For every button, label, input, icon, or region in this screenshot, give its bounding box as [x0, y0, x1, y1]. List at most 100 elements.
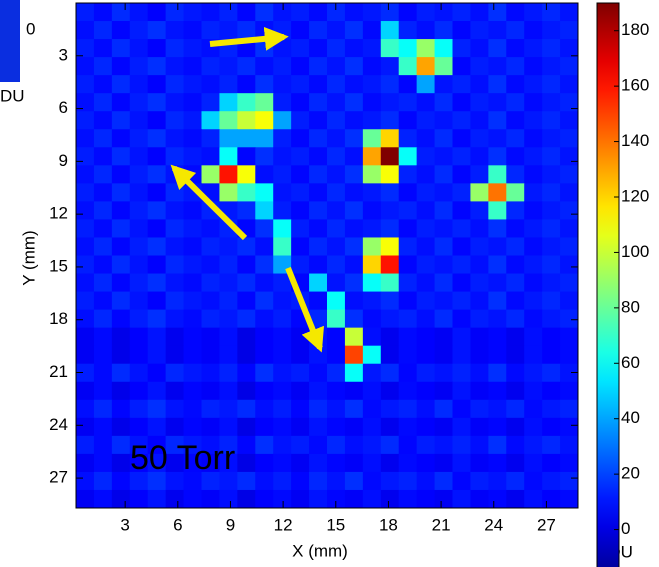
heatmap-cell [291, 183, 309, 202]
heatmap-cell [237, 93, 255, 112]
heatmap-cell [184, 346, 202, 365]
heatmap-cell [112, 256, 130, 275]
heatmap-cell [453, 382, 471, 401]
heatmap-cell [417, 382, 435, 401]
heatmap-cell [255, 364, 273, 383]
heatmap-cell [112, 147, 130, 166]
heatmap-cell [112, 219, 130, 238]
heatmap-cell [399, 201, 417, 220]
heatmap-cell [488, 436, 506, 455]
colorbar-tick-label: 0 [621, 519, 630, 538]
heatmap-cell [345, 183, 363, 202]
heatmap-cell [399, 183, 417, 202]
heatmap-cell [291, 436, 309, 455]
heatmap-cell [202, 418, 220, 437]
heatmap-cell [273, 328, 291, 347]
heatmap-cell [345, 292, 363, 311]
heatmap-cell [94, 292, 112, 311]
heatmap-cell [399, 256, 417, 275]
heatmap-cell [76, 292, 94, 311]
heatmap-cell [94, 382, 112, 401]
heatmap-cell [560, 165, 578, 184]
heatmap-cell [237, 129, 255, 148]
heatmap-cell [363, 418, 381, 437]
heatmap-cell [94, 3, 112, 22]
heatmap-cell [130, 256, 148, 275]
heatmap-cell [76, 237, 94, 256]
heatmap-cell [488, 328, 506, 347]
heatmap-cell [309, 165, 327, 184]
heatmap-cell [417, 201, 435, 220]
heatmap-cell [309, 382, 327, 401]
heatmap-cell [237, 183, 255, 202]
heatmap-cell [560, 129, 578, 148]
heatmap-cell [524, 328, 542, 347]
heatmap-cell [327, 93, 345, 112]
heatmap-cell [381, 382, 399, 401]
heatmap-cell [76, 39, 94, 58]
heatmap-cell [488, 21, 506, 40]
heatmap-cell [202, 111, 220, 130]
heatmap-cell [202, 165, 220, 184]
heatmap-cell [506, 75, 524, 94]
heatmap-cell [166, 310, 184, 329]
heatmap-cell [381, 147, 399, 166]
heatmap-cell [237, 454, 255, 473]
heatmap-cell [148, 418, 166, 437]
heatmap-cell [542, 219, 560, 238]
heatmap-cell [506, 256, 524, 275]
heatmap-cell [94, 111, 112, 130]
heatmap-cell [166, 237, 184, 256]
heatmap-cell [291, 93, 309, 112]
heatmap-cell [363, 111, 381, 130]
heatmap-cell [273, 219, 291, 238]
heatmap-cell [273, 472, 291, 491]
heatmap-cell [130, 111, 148, 130]
heatmap-cell [345, 454, 363, 473]
heatmap-cell [202, 3, 220, 22]
heatmap-cell [488, 400, 506, 419]
heatmap-cell [130, 57, 148, 76]
heatmap-cell [542, 346, 560, 365]
heatmap-cell [148, 21, 166, 40]
heatmap-cell [399, 237, 417, 256]
heatmap-cell [327, 382, 345, 401]
heatmap-cell [381, 183, 399, 202]
heatmap-cell [381, 219, 399, 238]
heatmap-cell [542, 21, 560, 40]
heatmap-cell [506, 111, 524, 130]
heatmap-cell [363, 129, 381, 148]
heatmap-cell [560, 219, 578, 238]
heatmap-cell [435, 219, 453, 238]
heatmap-cell [202, 310, 220, 329]
heatmap-cell [453, 256, 471, 275]
heatmap-cell [255, 310, 273, 329]
heatmap-cell [255, 292, 273, 311]
heatmap-cell [524, 436, 542, 455]
heatmap-cell [345, 472, 363, 491]
heatmap-cell [399, 346, 417, 365]
heatmap-cell [345, 93, 363, 112]
heatmap-cell [255, 75, 273, 94]
heatmap-cell [112, 454, 130, 473]
heatmap-cell [130, 274, 148, 293]
heatmap-cell [255, 472, 273, 491]
heatmap-cell [273, 436, 291, 455]
heatmap-cell [399, 382, 417, 401]
heatmap-cell [435, 256, 453, 275]
heatmap-cell [506, 237, 524, 256]
heatmap-cell [381, 454, 399, 473]
heatmap-cell [327, 418, 345, 437]
heatmap-cell [94, 93, 112, 112]
heatmap-cell [470, 400, 488, 419]
heatmap-cell [148, 274, 166, 293]
heatmap-cell [488, 490, 506, 509]
heatmap-cell [166, 57, 184, 76]
heatmap-cell [560, 183, 578, 202]
heatmap-cell [399, 57, 417, 76]
heatmap-cell [291, 201, 309, 220]
heatmap-cell [94, 39, 112, 58]
heatmap-cell [219, 111, 237, 130]
heatmap-cell [148, 111, 166, 130]
heatmap-cell [542, 328, 560, 347]
